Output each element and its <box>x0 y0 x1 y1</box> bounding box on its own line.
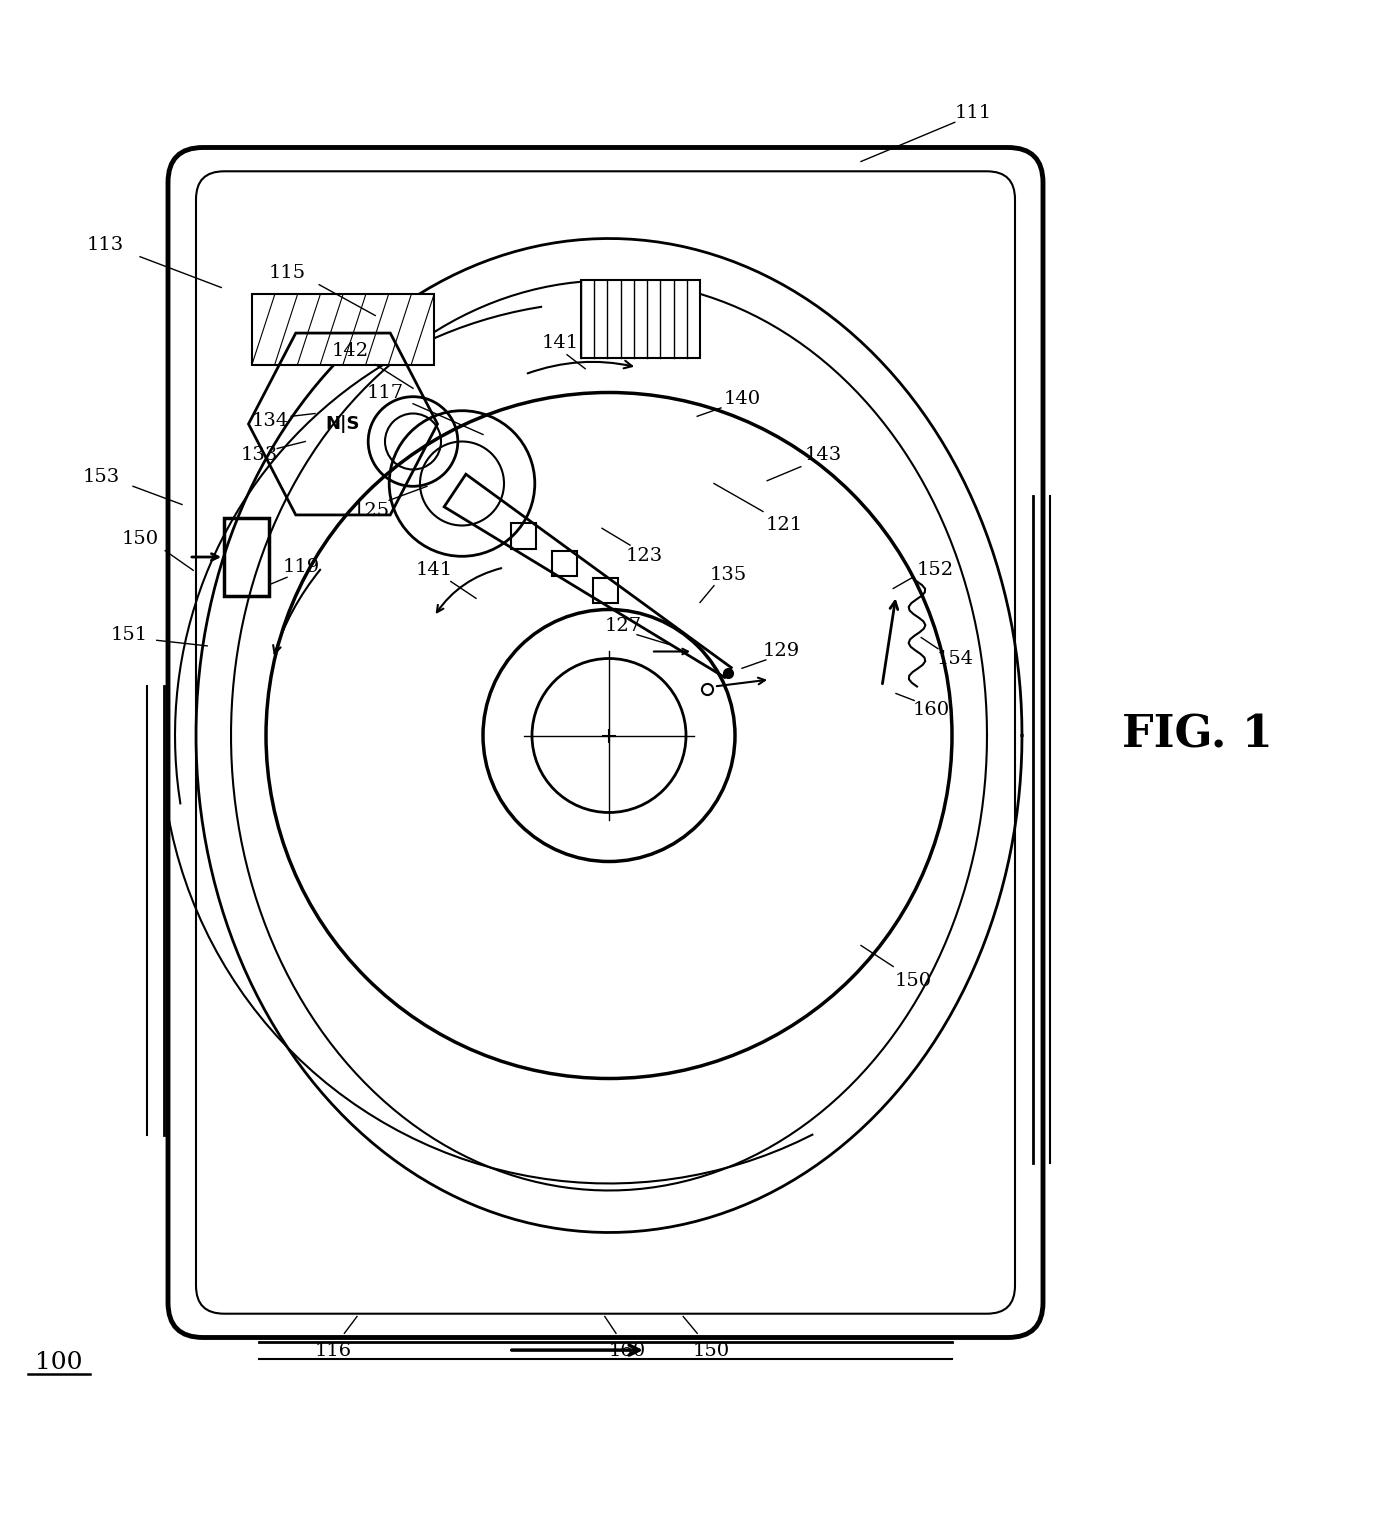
Text: 150: 150 <box>122 530 158 548</box>
Text: 135: 135 <box>710 565 746 583</box>
Text: 140: 140 <box>724 391 760 409</box>
Text: 129: 129 <box>763 643 799 661</box>
Text: 142: 142 <box>332 342 368 359</box>
Text: 115: 115 <box>269 264 305 282</box>
Text: 152: 152 <box>917 562 953 579</box>
Text: 150: 150 <box>693 1342 729 1361</box>
Text: 154: 154 <box>937 649 973 667</box>
Bar <box>581 281 700 357</box>
Bar <box>592 579 617 603</box>
Text: 113: 113 <box>87 237 123 255</box>
Text: 119: 119 <box>283 559 319 577</box>
Text: N|S: N|S <box>326 415 360 434</box>
FancyBboxPatch shape <box>168 148 1043 1338</box>
Text: 117: 117 <box>367 383 403 402</box>
Text: 141: 141 <box>542 334 578 353</box>
Text: 134: 134 <box>252 411 288 429</box>
Text: FIG. 1: FIG. 1 <box>1121 715 1273 757</box>
Text: 150: 150 <box>895 971 931 989</box>
Text: 100: 100 <box>35 1351 83 1374</box>
Text: 153: 153 <box>83 467 119 486</box>
Text: 141: 141 <box>416 562 452 579</box>
Text: 133: 133 <box>241 446 277 464</box>
Text: 160: 160 <box>913 701 949 719</box>
Bar <box>224 519 269 596</box>
Text: 160: 160 <box>609 1342 645 1361</box>
Text: 127: 127 <box>605 617 641 635</box>
Text: 111: 111 <box>955 104 991 122</box>
Text: 151: 151 <box>111 626 147 644</box>
Text: 116: 116 <box>315 1342 351 1361</box>
Bar <box>552 551 577 576</box>
Bar <box>511 524 536 548</box>
Bar <box>252 295 434 365</box>
Text: 123: 123 <box>626 547 662 565</box>
Text: 143: 143 <box>805 446 841 464</box>
Text: 125: 125 <box>353 502 389 521</box>
Text: 121: 121 <box>766 516 802 534</box>
